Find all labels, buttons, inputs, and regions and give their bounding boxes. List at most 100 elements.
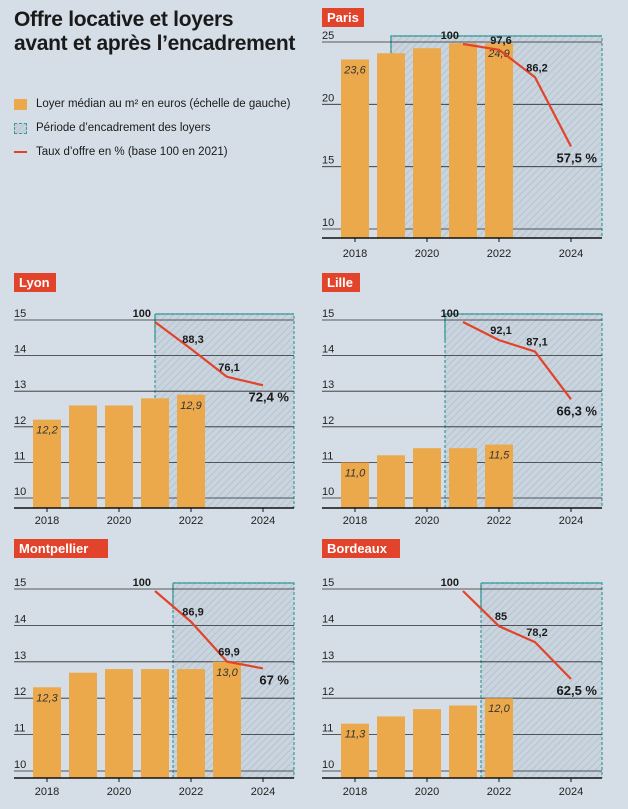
offer-label-2022: 92,1 [490,325,511,337]
x-tick-label-2018: 2018 [343,786,367,798]
rent-label-2022: 12,9 [180,400,201,412]
rent-bar-2021 [141,669,169,778]
offer-final-label-lyon: 72,4 % [249,389,290,404]
y-tick-label: 14 [322,344,334,356]
rent-bar-2023 [213,661,241,778]
offer-label-2021: 100 [441,308,459,320]
rent-bar-2018 [33,687,61,778]
city-name-paris: Paris [327,10,359,25]
y-tick-label: 15 [14,308,26,320]
city-name-lyon: Lyon [19,275,50,290]
legend-item-rent: Loyer médian au m² en euros (échelle de … [14,92,290,116]
offer-label-2021: 100 [133,577,151,589]
rent-bar-2018 [341,723,369,778]
y-tick-label: 12 [322,415,334,427]
y-tick-label: 11 [322,450,333,462]
x-tick-label-2020: 2020 [107,515,131,527]
offer-line-paris [462,42,572,148]
rent-label-2023: 13,0 [216,667,238,679]
city-badge-montpellier [14,539,108,558]
rent-bar-2020 [105,669,133,778]
y-tick-label: 10 [322,217,334,229]
regulation-corner-lille [444,313,602,340]
city-badge-lille [322,273,360,292]
offer-line-montpellier [154,590,264,670]
offer-label-2021: 100 [133,308,151,320]
regulation-corner-montpellier [172,582,294,609]
rent-bar-2019 [377,716,405,778]
y-tick-label: 15 [14,577,26,589]
y-tick-label: 15 [322,577,334,589]
offer-line-lille [462,321,572,400]
offer-final-label-bordeaux: 62,5 % [557,683,598,698]
legend-label-period: Période d’encadrement des loyers [36,122,211,134]
y-tick-label: 20 [322,92,334,104]
legend-item-period: Période d’encadrement des loyers [14,116,290,140]
offer-final-label-montpellier: 67 % [259,672,289,687]
rent-bar-2019 [69,672,97,778]
y-tick-label: 10 [14,486,26,498]
chart-lyon: Lyon 10 11 12 13 14 15 12,2 12,9 2018 2020 2022 2024… [14,273,295,527]
y-tick-label: 10 [14,759,26,771]
x-tick-label-2022: 2022 [487,515,511,527]
y-tick-label: 13 [322,379,334,391]
legend-label-offer: Taux d’offre en % (base 100 en 2021) [36,146,228,158]
hatch-swatch-icon [14,122,27,134]
rent-label-2018: 12,2 [36,425,57,437]
rent-bar-2019 [69,405,97,508]
rent-bar-2019 [377,455,405,508]
y-tick-label: 15 [322,308,334,320]
y-tick-label: 10 [322,486,334,498]
y-tick-label: 12 [322,686,334,698]
y-tick-label: 11 [14,450,25,462]
line-swatch-icon [14,151,27,153]
rent-bar-2021 [449,43,477,238]
y-tick-label: 14 [322,613,334,625]
rent-bar-2022 [485,43,513,238]
y-tick-label: 14 [14,613,26,625]
rent-bar-2022 [485,444,513,508]
offer-line-lyon [154,321,264,387]
chart-bordeaux: Bordeaux 10 11 12 13 14 15 11,3 12,0 2018 2020 2022… [322,539,603,798]
y-tick-label: 13 [14,650,26,662]
city-badge-bordeaux [322,539,400,558]
x-tick-label-2018: 2018 [343,248,367,260]
y-tick-label: 11 [322,723,333,735]
rent-bar-2019 [377,53,405,238]
rent-bar-2021 [449,705,477,778]
rent-label-2018: 12,3 [36,692,58,704]
offer-final-label-paris: 57,5 % [557,150,598,165]
chart-lille: Lille 10 11 12 13 14 15 11,0 11,5 2018 2020 2022 202… [322,273,603,527]
offer-label-2022: 86,9 [182,607,203,619]
x-tick-label-2020: 2020 [107,786,131,798]
offer-label-2023: 87,1 [526,337,547,349]
rent-bar-2018 [341,462,369,508]
rent-bar-2022 [177,669,205,778]
rent-bar-2020 [413,48,441,238]
y-tick-label: 14 [14,344,26,356]
city-name-bordeaux: Bordeaux [327,541,388,556]
rent-label-2018: 11,3 [345,729,366,741]
x-tick-label-2018: 2018 [35,786,59,798]
offer-label-2021: 100 [441,30,459,42]
x-tick-label-2018: 2018 [35,515,59,527]
offer-label-2022: 85 [495,611,507,623]
regulation-corner-lyon [154,313,294,340]
rent-bar-2022 [485,698,513,778]
legend-label-rent: Loyer médian au m² en euros (échelle de … [36,98,291,110]
rent-bar-2021 [141,398,169,508]
chart-montpellier: Montpellier 10 11 12 13 14 15 12,3 13,0 2018 2020 2… [14,539,295,798]
x-tick-label-2022: 2022 [487,786,511,798]
regulation-period-lyon [155,314,294,508]
regulation-corner-bordeaux [480,582,602,609]
y-tick-label: 25 [322,30,334,42]
rent-bar-2020 [413,709,441,778]
rent-bar-2018 [341,59,369,238]
rent-label-2018: 23,6 [343,64,366,76]
offer-label-2023: 76,1 [218,362,239,374]
rent-label-2022: 11,5 [489,450,510,462]
offer-label-2022: 97,6 [490,35,511,47]
y-tick-label: 15 [322,155,334,167]
rent-bar-2021 [449,448,477,508]
